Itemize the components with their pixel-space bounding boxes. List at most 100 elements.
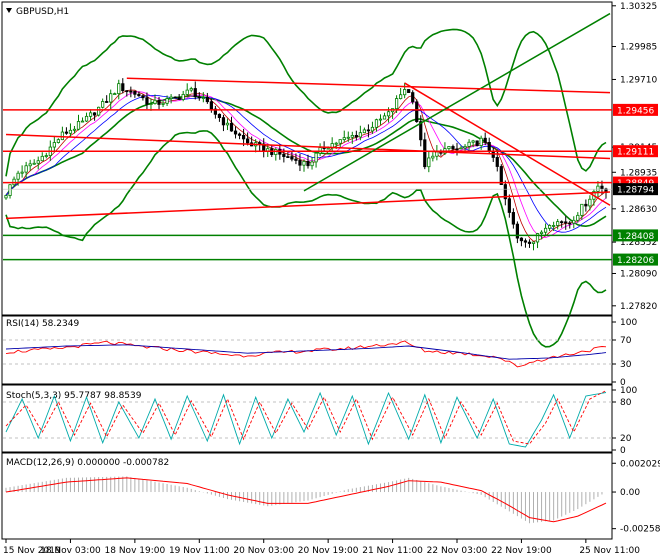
candle[interactable] [4, 195, 8, 199]
candle[interactable] [189, 88, 193, 91]
candle[interactable] [451, 146, 455, 150]
candle[interactable] [447, 146, 451, 150]
candle[interactable] [515, 223, 520, 239]
candle[interactable] [76, 121, 81, 130]
candle[interactable] [80, 120, 85, 123]
candle[interactable] [427, 157, 431, 168]
candle[interactable] [511, 212, 515, 225]
candle[interactable] [386, 111, 391, 117]
candle[interactable] [258, 142, 262, 145]
candle[interactable] [145, 97, 149, 105]
candle[interactable] [338, 139, 342, 144]
candle[interactable] [213, 108, 218, 115]
candle[interactable] [217, 113, 222, 119]
candle[interactable] [101, 101, 105, 108]
candle[interactable] [370, 126, 375, 132]
candle[interactable] [358, 132, 362, 138]
candle[interactable] [588, 198, 592, 207]
candle[interactable] [181, 94, 185, 100]
candle[interactable] [282, 153, 286, 157]
candle[interactable] [556, 221, 560, 226]
candle[interactable] [197, 96, 201, 99]
candle[interactable] [8, 184, 12, 196]
candle[interactable] [394, 98, 399, 110]
candle[interactable] [596, 185, 600, 192]
candle[interactable] [346, 136, 350, 139]
macd-panel[interactable]: MACD(12,26,9) 0.000000 -0.000782 0.00202… [1, 452, 660, 540]
candle[interactable] [105, 101, 109, 103]
candle[interactable] [129, 90, 133, 93]
candle[interactable] [88, 112, 93, 117]
candle[interactable] [193, 88, 197, 98]
candle[interactable] [467, 141, 471, 147]
candle[interactable] [415, 101, 419, 123]
candle[interactable] [334, 142, 338, 145]
candle[interactable] [68, 129, 73, 134]
candle[interactable] [125, 90, 129, 93]
candle[interactable] [487, 142, 491, 152]
candle[interactable] [471, 140, 475, 143]
candle[interactable] [423, 139, 427, 168]
candle[interactable] [531, 241, 536, 244]
candle[interactable] [483, 137, 487, 143]
candle[interactable] [161, 102, 165, 105]
candle[interactable] [310, 161, 314, 167]
candle[interactable] [576, 214, 580, 221]
candle[interactable] [173, 96, 177, 99]
trend-line[interactable] [303, 12, 611, 192]
candle[interactable] [580, 203, 584, 216]
candle[interactable] [141, 95, 145, 99]
candle[interactable] [523, 240, 528, 243]
candle[interactable] [60, 131, 64, 141]
candle[interactable] [205, 97, 209, 103]
candle[interactable] [149, 103, 153, 106]
candle[interactable] [572, 219, 576, 224]
candle[interactable] [241, 134, 246, 140]
candle[interactable] [435, 151, 439, 157]
candle[interactable] [84, 115, 89, 122]
candle[interactable] [539, 231, 544, 234]
candle[interactable] [56, 139, 60, 143]
candle[interactable] [153, 99, 157, 105]
candle[interactable] [16, 172, 20, 180]
candle[interactable] [201, 97, 205, 99]
candle[interactable] [97, 106, 101, 116]
candle[interactable] [137, 93, 141, 97]
candle[interactable] [411, 92, 415, 103]
rsi-panel[interactable]: RSI(14) 58.2349 100 70 30 0 [1, 315, 637, 388]
candle[interactable] [286, 156, 290, 158]
candle[interactable] [92, 112, 97, 116]
candle[interactable] [382, 115, 387, 120]
candle[interactable] [185, 89, 189, 95]
candle[interactable] [233, 130, 238, 135]
candle[interactable] [117, 83, 121, 95]
candle[interactable] [362, 129, 366, 134]
candle[interactable] [318, 147, 322, 154]
candle[interactable] [302, 161, 306, 166]
candle[interactable] [535, 233, 540, 243]
candle[interactable] [600, 185, 604, 190]
candle[interactable] [113, 93, 117, 96]
price-panel[interactable]: GBPUSD,H1 1.303251.299851.297101.291451.… [1, 1, 658, 348]
candle[interactable] [475, 140, 479, 146]
candle[interactable] [225, 122, 230, 126]
candle[interactable] [407, 89, 411, 93]
candle[interactable] [294, 158, 298, 161]
candle[interactable] [374, 119, 379, 128]
candle[interactable] [527, 241, 532, 244]
candle[interactable] [366, 129, 371, 132]
candle[interactable] [403, 89, 407, 96]
candle[interactable] [503, 184, 507, 200]
candle[interactable] [157, 99, 161, 105]
candle[interactable] [64, 131, 69, 134]
candle[interactable] [543, 227, 548, 233]
candle[interactable] [350, 135, 354, 138]
candle[interactable] [290, 156, 294, 160]
candle[interactable] [32, 162, 36, 165]
stoch-panel[interactable]: Stoch(5,3,3) 95.7787 98.8539 100 80 20 0 [1, 384, 637, 456]
candle[interactable] [568, 222, 572, 225]
candle[interactable] [20, 171, 24, 174]
candle[interactable] [165, 98, 169, 104]
candle[interactable] [298, 160, 302, 166]
candle[interactable] [459, 147, 463, 150]
